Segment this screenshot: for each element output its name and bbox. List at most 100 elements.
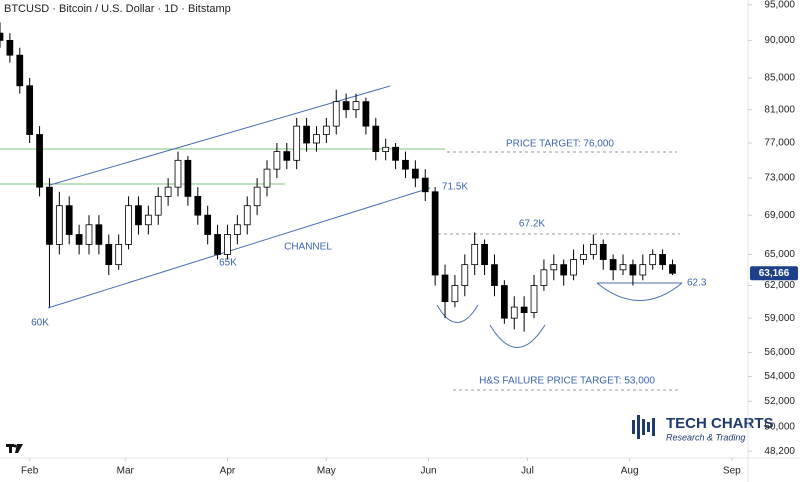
candle-body	[520, 306, 528, 314]
candle-body	[214, 234, 221, 255]
chart-title: BTCUSD · Bitcoin / U.S. Dollar · 1D · Bi…	[4, 3, 231, 15]
y-tick-label: 69,000	[764, 210, 795, 221]
candle-body	[174, 159, 182, 188]
tv-logo	[6, 444, 23, 453]
candle-body	[253, 186, 261, 207]
candle-body	[402, 159, 409, 170]
candle-body	[481, 244, 488, 266]
x-tick-label: Apr	[220, 466, 236, 477]
candle-body	[352, 101, 360, 111]
candle-body	[580, 254, 587, 260]
candle-body	[362, 101, 370, 127]
candle-body	[164, 186, 172, 197]
x-tick-label: Sep	[723, 466, 741, 477]
candle-body	[204, 214, 212, 235]
annotation: 62.3	[687, 278, 707, 289]
y-tick-label: 62,000	[764, 280, 795, 291]
candle-body	[510, 306, 518, 319]
candle-body	[441, 274, 449, 303]
candle-body	[659, 254, 666, 266]
candle-body	[154, 195, 162, 216]
y-tick-label: 90,000	[764, 35, 795, 46]
price-tag	[750, 266, 798, 281]
x-tick-label: Jul	[521, 466, 534, 477]
candle-body	[6, 39, 14, 56]
annotation: H&S FAILURE PRICE TARGET: 53,000	[479, 376, 655, 387]
y-tick-label: 52,000	[764, 396, 795, 407]
candle-body	[26, 85, 34, 135]
candle-body	[431, 191, 439, 276]
annotation: 67.2K	[519, 219, 545, 230]
y-tick-label: 56,000	[764, 347, 795, 358]
annotation: PRICE TARGET: 76,000	[506, 139, 614, 150]
candle-body	[471, 244, 479, 266]
annotation: 71.5K	[442, 182, 468, 193]
candle-body	[125, 205, 132, 245]
candle-body	[293, 125, 301, 161]
candle-body	[342, 101, 350, 111]
y-tick-label: 95,000	[764, 0, 795, 10]
y-tick-label: 65,000	[764, 249, 795, 260]
candle-body	[639, 264, 647, 276]
candle-body	[273, 151, 281, 170]
y-tick-label: 54,000	[764, 371, 795, 382]
candle-body	[649, 254, 657, 266]
candle-body	[115, 244, 123, 266]
x-tick-label: May	[317, 466, 336, 477]
candle-body	[184, 159, 192, 197]
arc	[489, 324, 546, 348]
candle-body	[105, 244, 113, 266]
candle-body	[461, 264, 469, 286]
candle-body	[669, 264, 676, 274]
x-tick-label: Jun	[420, 466, 436, 477]
candle-body	[560, 264, 568, 276]
arc	[596, 282, 683, 301]
candle-body	[65, 205, 73, 235]
candle-body	[411, 168, 419, 179]
candle-body	[194, 195, 202, 216]
candle-body	[491, 264, 498, 286]
candle-body	[75, 234, 83, 245]
x-tick-label: Aug	[621, 466, 639, 477]
candle-body	[500, 285, 508, 319]
candle-body	[224, 234, 231, 255]
candle-body	[332, 101, 340, 127]
candle-body	[540, 269, 548, 286]
annotation: 60K	[31, 318, 49, 329]
candle-body	[46, 186, 53, 245]
channel-lower	[47, 187, 431, 309]
candle-body	[95, 224, 103, 245]
candle-body	[619, 264, 627, 271]
annotation: 65K	[219, 258, 237, 269]
candle-body	[263, 168, 271, 188]
candle-body	[392, 146, 399, 161]
candle-body	[144, 214, 152, 226]
brand-tagline: Research & Trading	[666, 432, 745, 442]
candle-body	[599, 244, 607, 260]
brand-logo: TECH CHARTS Research & Trading	[632, 415, 774, 442]
candle-body	[36, 134, 43, 188]
candle-body	[372, 125, 380, 153]
candle-body	[135, 205, 142, 226]
x-tick-label: Mar	[117, 466, 135, 477]
candle-body	[243, 205, 251, 226]
candle-body	[303, 125, 310, 144]
y-tick-label: 50,000	[764, 422, 795, 433]
y-tick-label: 73,000	[764, 173, 795, 184]
y-tick-label: 81,000	[764, 104, 795, 115]
candle-body	[313, 134, 320, 144]
price-tag-label: 63,166	[759, 268, 790, 279]
candle-body	[85, 224, 93, 245]
y-tick-label: 59,000	[764, 313, 795, 324]
candle-body	[0, 32, 4, 41]
candle-body	[322, 125, 330, 135]
candle-body	[283, 151, 291, 161]
candle-body	[16, 54, 24, 87]
candle-body	[629, 264, 637, 276]
candle-body	[55, 205, 63, 245]
brand-name: TECH CHARTS	[666, 415, 774, 432]
candle-body	[550, 264, 558, 271]
candle-body	[421, 177, 429, 193]
